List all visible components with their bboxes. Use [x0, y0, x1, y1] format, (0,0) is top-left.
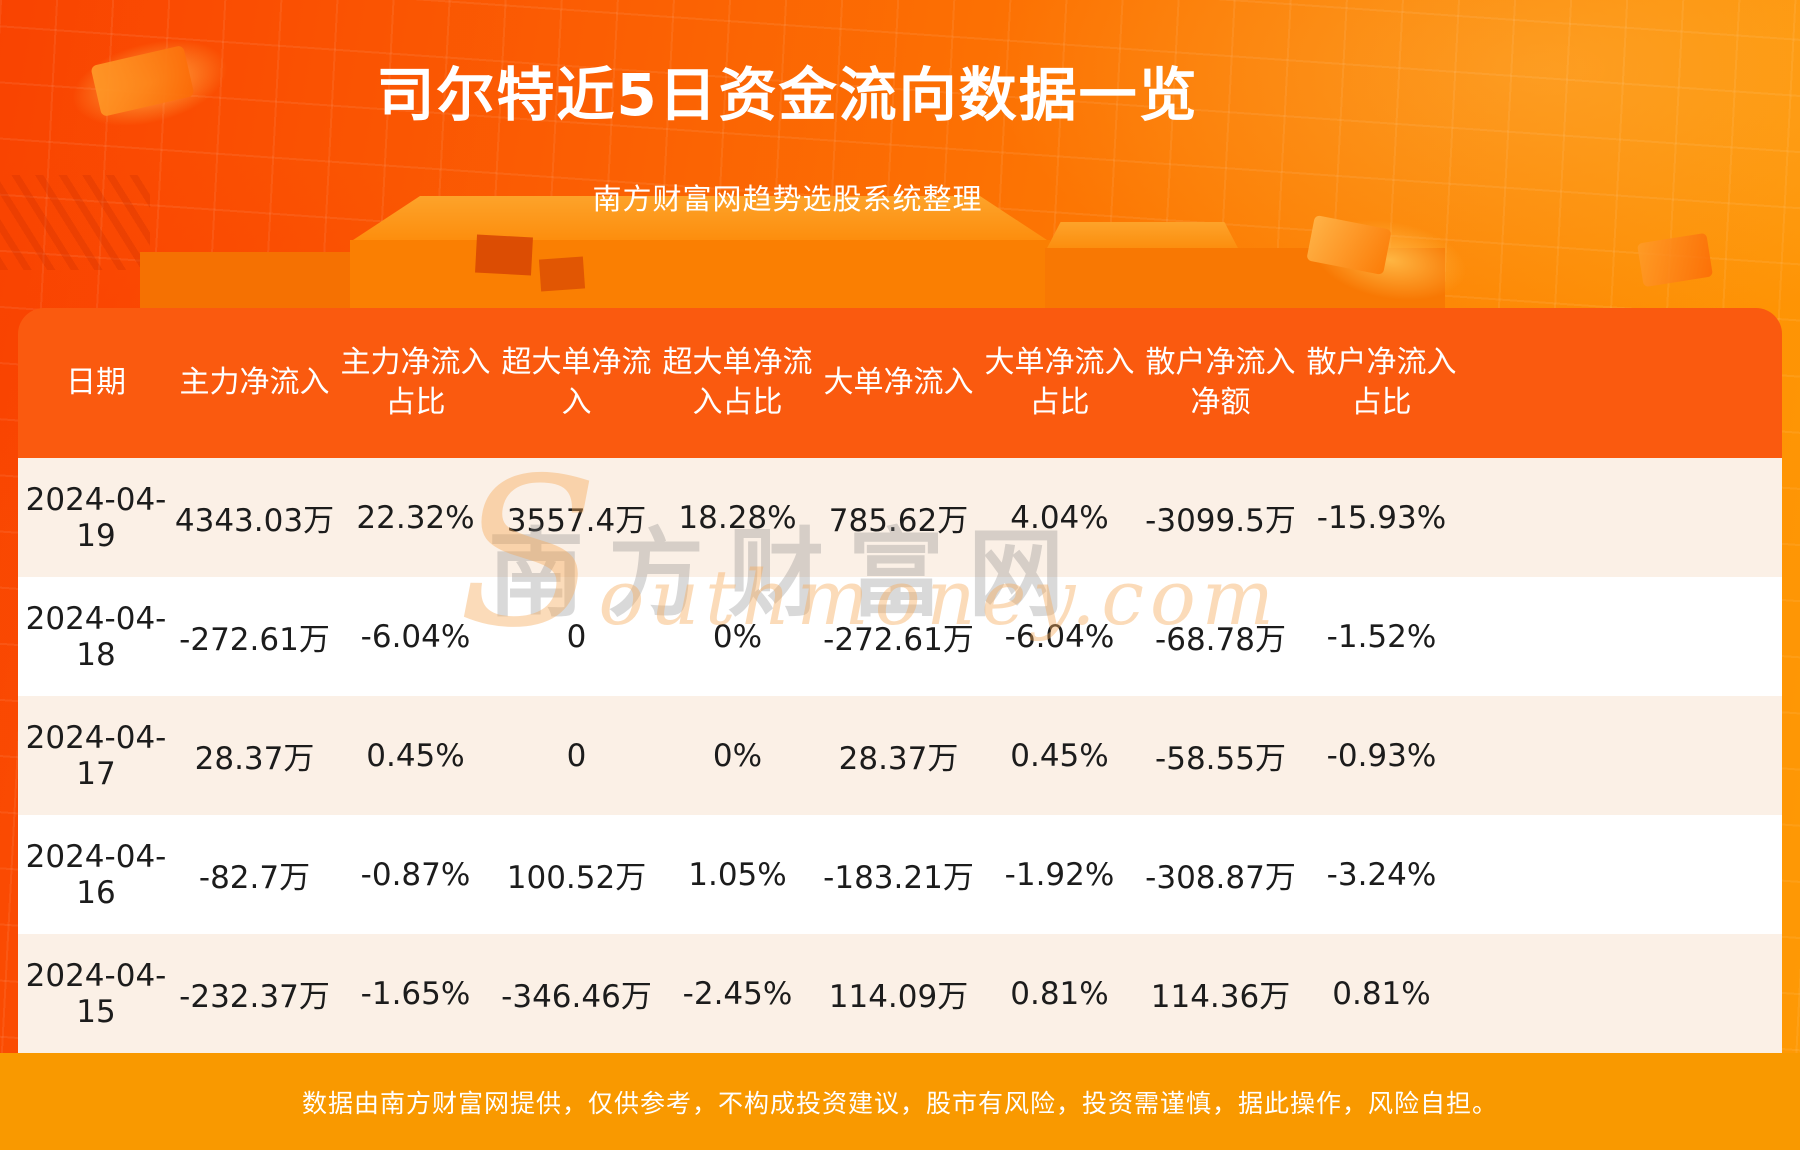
table-cell: -3099.5万 — [1145, 503, 1296, 539]
table-cell: 0 — [566, 618, 587, 655]
table-row: 2024-04-18 -272.61万 -6.04% 0 0% -272.61万 -6.04… — [18, 577, 1782, 696]
table-cell: -308.87万 — [1145, 860, 1296, 896]
table-cell: 0.45% — [1010, 737, 1109, 774]
table-cell: 0.45% — [366, 737, 465, 774]
column-header: 大单净流入 — [823, 365, 974, 401]
footer-text: 数据由南方财富网提供，仅供参考，不构成投资建议，股市有风险，投资需谨慎，据此操作… — [301, 1088, 1498, 1118]
column-header: 主力净流入 占比 — [340, 345, 491, 420]
table-cell: -0.93% — [1326, 737, 1437, 774]
decor-box-right-top — [1045, 222, 1240, 252]
table-cell: 0.81% — [1010, 975, 1109, 1012]
table-cell: 28.37万 — [194, 741, 315, 777]
table-cell: 0.81% — [1332, 975, 1431, 1012]
table-cell: 0 — [566, 737, 587, 774]
table-cell: 0% — [712, 618, 763, 655]
decor-podium-back — [140, 252, 1445, 312]
table-cell: 4.04% — [1010, 499, 1109, 536]
heading: 司尔特近5日资金流向数据一览 南方财富网趋势选股系统整理 — [0, 48, 1575, 218]
table-row: 2024-04-15 -232.37万 -1.65% -346.46万 -2.45% 11… — [18, 934, 1782, 1053]
table-cell: 2024-04-15 — [25, 957, 167, 1030]
decor-box-right-front — [1045, 248, 1445, 312]
table-cell: -1.65% — [360, 975, 471, 1012]
table-cell: -6.04% — [1004, 618, 1115, 655]
table-cell: 114.09万 — [828, 979, 969, 1015]
table-cell: 2024-04-18 — [25, 600, 167, 673]
page-subtitle: 南方财富网趋势选股系统整理 — [592, 182, 983, 216]
table-cell: -183.21万 — [823, 860, 974, 896]
table-cell: 2024-04-16 — [25, 838, 167, 911]
table-cell: -0.87% — [360, 856, 471, 893]
decor-cube-far-right — [1636, 232, 1714, 288]
table-cell: 2024-04-17 — [25, 719, 167, 792]
table-cell: -68.78万 — [1155, 622, 1286, 658]
table-cell: -272.61万 — [179, 622, 330, 658]
table-cell: 28.37万 — [838, 741, 959, 777]
table-cell: -1.92% — [1004, 856, 1115, 893]
table-cell: -2.45% — [682, 975, 793, 1012]
table-row: 2024-04-19 4343.03万 22.32% 3557.4万 18.28% 785… — [18, 458, 1782, 577]
table-cell: -82.7万 — [198, 860, 311, 896]
decor-podium-front — [350, 240, 1050, 312]
column-header: 散户净流入 净额 — [1145, 345, 1296, 420]
table-cell: 1.05% — [688, 856, 787, 893]
table-cell: -232.37万 — [179, 979, 330, 1015]
table-cell: -272.61万 — [823, 622, 974, 658]
fund-flow-table: 日期 主力净流入 主力净流入 占比 超大单净流 入超大单净流 入占比 大单净流入 大单净流… — [18, 308, 1782, 1053]
table-cell: -58.55万 — [1155, 741, 1286, 777]
column-header: 超大单净流 入 — [501, 345, 652, 420]
table-cell: 785.62万 — [828, 503, 969, 539]
column-header: 日期 — [66, 365, 126, 401]
table-row: 2024-04-17 28.37万 0.45% 0 0% 28.37万 0.45% -58.5… — [18, 696, 1782, 815]
table-cell: 22.32% — [356, 499, 475, 536]
table-cell: -1.52% — [1326, 618, 1437, 655]
decor-cube-right — [1306, 214, 1392, 276]
table-cell: 0% — [712, 737, 763, 774]
table-cell: 4343.03万 — [174, 503, 335, 539]
table-cell: -6.04% — [360, 618, 471, 655]
table-body: 2024-04-19 4343.03万 22.32% 3557.4万 18.28% 785… — [18, 458, 1782, 1053]
table-cell: 2024-04-19 — [25, 481, 167, 554]
decor-square-2 — [538, 256, 586, 292]
table-row: 2024-04-16 -82.7万 -0.87% 100.52万 1.05% -183.2… — [18, 815, 1782, 934]
table-cell: 100.52万 — [506, 860, 647, 896]
table-cell: 3557.4万 — [506, 503, 647, 539]
page-title: 司尔特近5日资金流向数据一览 — [376, 61, 1199, 129]
column-header: 超大单净流 入占比 — [662, 345, 813, 420]
table-header-row: 日期 主力净流入 主力净流入 占比 超大单净流 入超大单净流 入占比 大单净流入 大单净流… — [18, 308, 1782, 458]
column-header: 主力净流入 — [179, 365, 330, 401]
table-cell: -346.46万 — [501, 979, 652, 1015]
table-cell: 114.36万 — [1150, 979, 1291, 1015]
column-header: 大单净流入 占比 — [984, 345, 1135, 420]
column-header: 散户净流入 占比 — [1306, 345, 1457, 420]
decor-square-1 — [475, 234, 533, 276]
table-cell: 18.28% — [678, 499, 797, 536]
footer-disclaimer: 数据由南方财富网提供，仅供参考，不构成投资建议，股市有风险，投资需谨慎，据此操作… — [0, 1053, 1800, 1150]
table-cell: -15.93% — [1316, 499, 1447, 536]
table-cell: -3.24% — [1326, 856, 1437, 893]
